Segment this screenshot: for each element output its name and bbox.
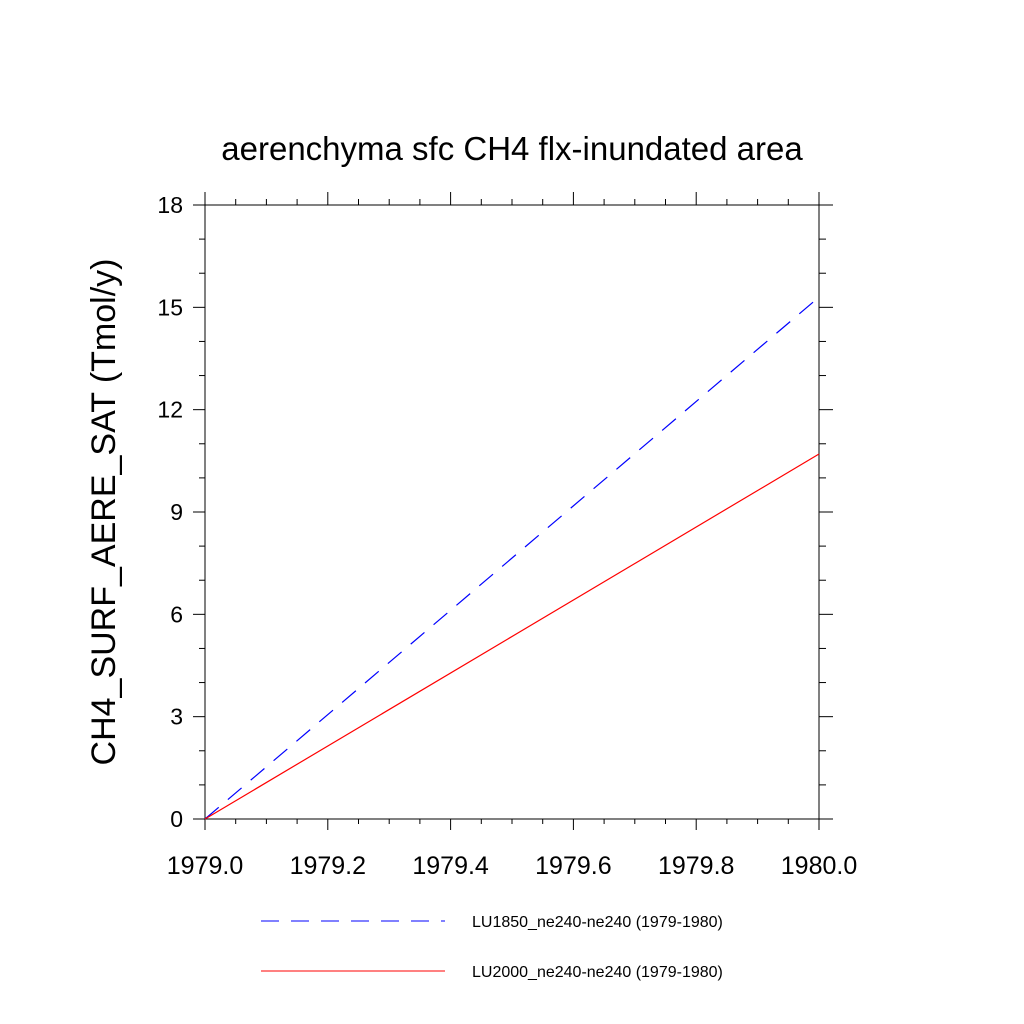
chart-title: aerenchyma sfc CH4 flx-inundated area: [221, 130, 803, 167]
x-tick-labels: 1979.0 1979.2 1979.4 1979.6 1979.8 1980.0: [167, 852, 857, 880]
x-tick-label: 1979.0: [167, 852, 243, 880]
axis-ticks: [193, 192, 833, 830]
y-tick-labels: 0 3 6 9 12 15 18: [157, 192, 183, 832]
x-tick-label: 1979.8: [658, 852, 734, 880]
y-tick-label: 18: [157, 192, 183, 218]
x-tick-label: 1979.4: [412, 852, 489, 880]
y-tick-label: 3: [170, 704, 183, 730]
x-tick-label: 1979.6: [535, 852, 611, 880]
legend-label-1: LU1850_ne240-ne240 (1979-1980): [472, 914, 723, 931]
y-tick-label: 12: [157, 397, 183, 423]
y-tick-label: 15: [157, 294, 183, 320]
x-tick-label: 1980.0: [781, 852, 857, 880]
plot-frame: [204, 204, 820, 820]
legend: LU1850_ne240-ne240 (1979-1980) LU2000_ne2…: [261, 914, 723, 981]
legend-label-2: LU2000_ne240-ne240 (1979-1980): [472, 964, 723, 981]
y-tick-label: 6: [170, 601, 183, 627]
y-axis-label: CH4_SURF_AERE_SAT (Tmol/y): [85, 259, 123, 766]
series-line-2: [204, 453, 820, 820]
series-line-1: [204, 296, 820, 820]
series-lines: [204, 296, 820, 820]
y-tick-label: 0: [170, 806, 183, 832]
y-tick-label: 9: [170, 499, 183, 525]
x-tick-label: 1979.2: [290, 852, 366, 880]
